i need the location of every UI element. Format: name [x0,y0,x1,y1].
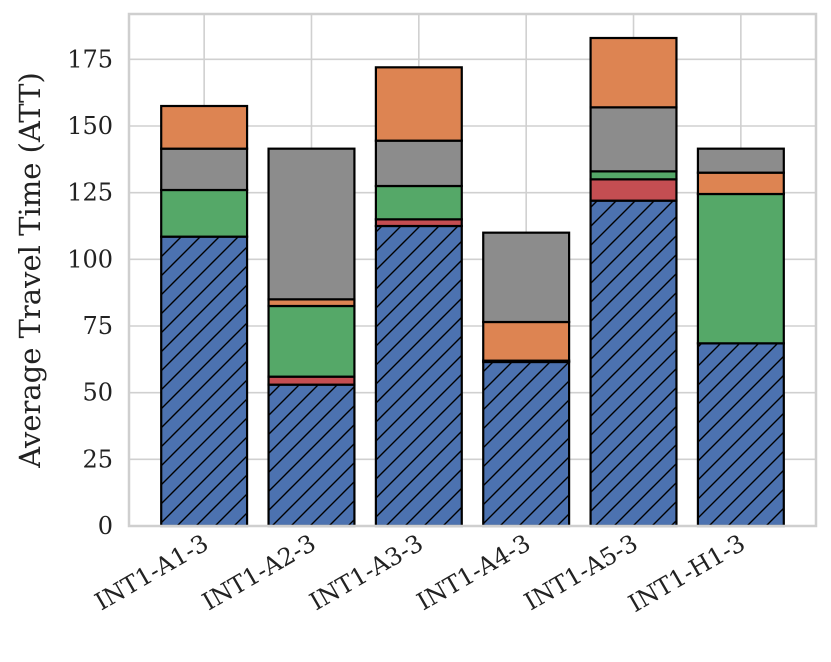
bar-segment-series-5 [696,147,785,174]
bar-stack-int1-a1-3 [160,104,249,528]
y-tick-label: 50 [82,379,113,407]
x-tick-label: INT1-A2-3 [197,529,320,616]
bar-segment-series-3 [696,192,785,345]
x-axis-ticks: INT1-A1-3INT1-A2-3INT1-A3-3INT1-A4-3INT1… [90,529,750,618]
y-tick-label: 100 [67,245,113,273]
bar-segment-series-1 [696,342,785,528]
y-tick-label: 0 [98,512,113,540]
bar-stack-int1-a3-3 [374,66,463,528]
x-tick-label: INT1-A4-3 [412,529,535,616]
y-axis-ticks: 0 25 50 75 100 125 150 175 [67,45,113,540]
bar-segment-series-1 [160,235,249,528]
bar-segment-series-2 [267,375,356,386]
plot-frame [127,12,818,528]
y-tick-label: 150 [67,112,113,140]
bar-segment-series-4 [482,320,571,362]
x-tick-label: INT1-A1-3 [90,529,213,616]
y-tick-label: 175 [67,45,113,73]
bar-stack-int1-a2-3 [267,147,356,528]
bar-segment-series-4 [696,171,785,196]
bar-stack-int1-a5-3 [589,36,678,528]
bar-segment-series-5 [267,147,356,301]
bar-segment-series-5 [374,139,463,188]
bar-segment-series-1 [589,199,678,528]
bar-segment-series-5 [482,231,571,324]
x-tick-label: INT1-A5-3 [520,529,643,616]
x-tick-label: INT1-A3-3 [305,529,428,616]
bar-segment-series-5 [589,106,678,173]
bar-segment-series-6 [374,66,463,142]
x-tick-label: INT1-H1-3 [624,529,750,618]
bar-segment-series-5 [160,147,249,192]
bar-segment-series-6 [160,104,249,150]
bar-segment-series-2 [589,178,678,202]
bar-segment-series-3 [374,184,463,221]
bar-stack-int1-h1-3 [696,147,785,528]
y-tick-label: 75 [82,312,113,340]
bar-segment-series-1 [482,360,571,528]
bar-segment-series-1 [267,383,356,528]
bar-segment-series-3 [267,304,356,378]
y-axis-title: Average Travel Time (ATT) [13,72,47,469]
y-tick-label: 125 [67,179,113,207]
bar-segment-series-3 [589,170,678,181]
y-tick-label: 25 [82,445,113,473]
bars [160,36,785,528]
bar-stack-int1-a4-3 [482,231,571,528]
bar-segment-series-1 [374,224,463,528]
bar-segment-series-3 [160,188,249,238]
bar-segment-series-6 [589,36,678,109]
